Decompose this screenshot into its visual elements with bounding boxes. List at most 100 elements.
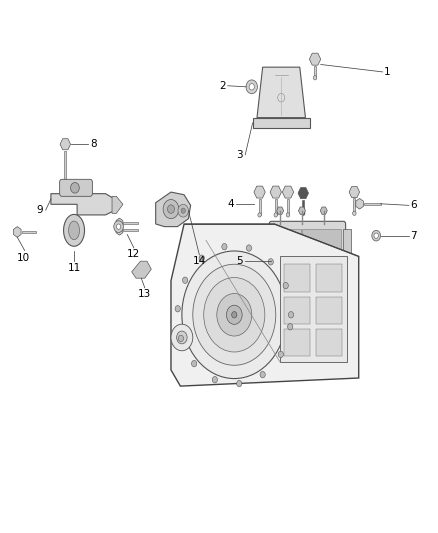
Circle shape — [64, 179, 67, 183]
Circle shape — [301, 211, 305, 215]
Circle shape — [212, 376, 218, 383]
Bar — [314, 66, 316, 78]
Bar — [21, 231, 35, 233]
Text: 6: 6 — [410, 200, 417, 211]
Bar — [353, 198, 356, 213]
Bar — [280, 256, 347, 362]
Bar — [316, 329, 342, 357]
Bar — [284, 329, 310, 357]
Circle shape — [178, 204, 188, 217]
Circle shape — [163, 199, 179, 219]
Circle shape — [181, 208, 185, 213]
Circle shape — [114, 221, 124, 232]
Circle shape — [286, 213, 290, 217]
Bar — [316, 264, 342, 292]
Bar — [284, 264, 310, 292]
Polygon shape — [349, 187, 360, 198]
Circle shape — [258, 213, 261, 217]
Polygon shape — [60, 139, 71, 150]
Polygon shape — [270, 186, 282, 198]
Circle shape — [288, 324, 293, 330]
Circle shape — [246, 80, 258, 94]
Polygon shape — [320, 207, 327, 214]
Circle shape — [260, 372, 265, 378]
Text: 12: 12 — [127, 249, 141, 260]
Bar — [287, 199, 289, 215]
Bar — [302, 229, 341, 261]
Circle shape — [268, 259, 273, 265]
Bar — [364, 203, 381, 205]
Circle shape — [167, 205, 174, 213]
Polygon shape — [171, 224, 359, 386]
Text: 14: 14 — [193, 256, 206, 266]
Text: 2: 2 — [219, 81, 226, 91]
Bar — [343, 229, 351, 261]
Bar — [302, 199, 304, 213]
Circle shape — [191, 360, 197, 367]
FancyBboxPatch shape — [269, 221, 346, 269]
Circle shape — [171, 324, 193, 351]
Text: 7: 7 — [410, 231, 417, 241]
Circle shape — [283, 282, 288, 289]
Circle shape — [232, 312, 237, 318]
Circle shape — [278, 351, 283, 358]
Text: 1: 1 — [384, 67, 391, 77]
Circle shape — [274, 213, 278, 217]
Circle shape — [183, 277, 188, 284]
Polygon shape — [155, 192, 191, 227]
Circle shape — [117, 224, 121, 229]
Ellipse shape — [64, 214, 85, 246]
Polygon shape — [298, 207, 305, 214]
Circle shape — [374, 233, 378, 238]
Polygon shape — [283, 186, 293, 198]
Circle shape — [249, 84, 254, 90]
Polygon shape — [253, 118, 310, 128]
Bar — [124, 222, 138, 224]
Polygon shape — [257, 67, 305, 118]
Polygon shape — [116, 225, 123, 235]
Bar — [276, 229, 301, 261]
Polygon shape — [116, 218, 123, 228]
Circle shape — [178, 335, 184, 342]
Circle shape — [313, 76, 317, 80]
Polygon shape — [277, 207, 284, 214]
Circle shape — [372, 230, 381, 241]
Polygon shape — [112, 196, 123, 213]
Polygon shape — [51, 193, 117, 215]
Text: 8: 8 — [90, 139, 97, 149]
FancyBboxPatch shape — [60, 179, 92, 196]
Circle shape — [204, 278, 265, 352]
Bar — [124, 229, 138, 231]
Bar — [316, 297, 342, 324]
Polygon shape — [298, 188, 308, 199]
Text: 10: 10 — [17, 253, 30, 263]
Bar — [64, 151, 67, 181]
Circle shape — [237, 381, 242, 387]
Circle shape — [175, 305, 180, 312]
Text: 5: 5 — [237, 256, 243, 266]
Polygon shape — [132, 261, 151, 278]
Circle shape — [217, 294, 252, 336]
Bar — [275, 199, 277, 215]
Text: 4: 4 — [228, 199, 234, 209]
Text: 3: 3 — [237, 150, 243, 160]
Circle shape — [246, 245, 251, 251]
Circle shape — [182, 251, 287, 378]
Circle shape — [71, 182, 79, 193]
Circle shape — [177, 331, 187, 344]
Ellipse shape — [69, 221, 80, 240]
Circle shape — [226, 305, 242, 325]
Bar — [258, 199, 261, 215]
Circle shape — [199, 255, 205, 261]
Polygon shape — [309, 53, 321, 65]
Polygon shape — [356, 198, 364, 209]
Circle shape — [288, 312, 293, 318]
Bar — [284, 297, 310, 324]
Circle shape — [222, 244, 227, 250]
Polygon shape — [254, 186, 265, 198]
Bar — [264, 229, 272, 261]
Text: 13: 13 — [138, 289, 152, 300]
Circle shape — [193, 264, 276, 365]
Circle shape — [353, 211, 356, 215]
Text: 11: 11 — [67, 263, 81, 273]
